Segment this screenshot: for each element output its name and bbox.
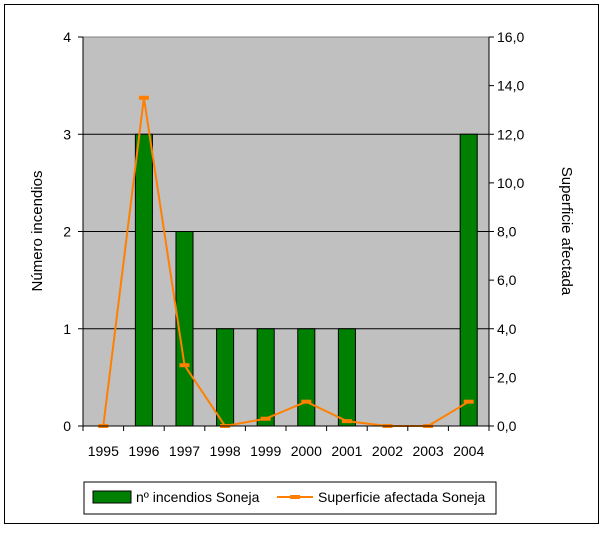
left-tick-label: 2	[63, 224, 71, 240]
legend-bar-swatch	[92, 490, 132, 504]
bar	[134, 133, 153, 427]
right-tick-label: 16,0	[497, 29, 524, 45]
legend-bar-label: nº incendios Soneja	[136, 489, 260, 505]
x-tick-label: 2002	[372, 443, 403, 459]
line-point	[260, 416, 271, 421]
x-tick-label: 2000	[291, 443, 322, 459]
line-point	[463, 399, 474, 404]
legend-line-marker	[290, 495, 300, 499]
left-tick-label: 0	[63, 418, 71, 434]
line-point	[179, 363, 190, 368]
right-tick-label: 0,0	[497, 418, 517, 434]
right-tick-label: 4,0	[497, 321, 517, 337]
x-tick-label: 2001	[331, 443, 362, 459]
bar-series	[134, 133, 478, 427]
bar	[216, 328, 235, 427]
right-tick-label: 12,0	[497, 126, 524, 142]
x-tick-label: 1995	[88, 443, 119, 459]
left-tick-label: 4	[63, 29, 71, 45]
legend-line-label: Superficie afectada Soneja	[318, 489, 486, 505]
left-tick-label: 3	[63, 126, 71, 142]
line-point	[301, 399, 312, 404]
y2-axis-title: Superficie afectada	[558, 167, 575, 296]
right-tick-label: 2,0	[497, 369, 517, 385]
bar	[459, 133, 478, 427]
left-tick-label: 1	[63, 321, 71, 337]
right-tick-label: 6,0	[497, 272, 517, 288]
right-axis-ticks: 0,0 2,0 4,0 6,0 8,0 10,0 12,0 14,0 16,0	[489, 29, 524, 434]
right-tick-label: 8,0	[497, 224, 517, 240]
left-axis-ticks: 0 1 2 3 4	[63, 29, 83, 434]
x-tick-label: 1999	[250, 443, 281, 459]
right-tick-label: 10,0	[497, 175, 524, 191]
x-tick-label: 2004	[453, 443, 484, 459]
bar	[337, 328, 356, 427]
x-tick-label: 2003	[413, 443, 444, 459]
x-axis-ticks: 1995 1996 1997 1998 1999 2000 2001 2002 2003 2004	[82, 426, 490, 459]
y-axis-title: Número incendios	[29, 171, 46, 292]
line-point	[341, 419, 352, 424]
right-tick-label: 14,0	[497, 78, 524, 94]
bar	[256, 328, 275, 427]
line-point	[138, 95, 149, 100]
bar	[297, 328, 316, 427]
legend: nº incendios Soneja Superficie afectada …	[83, 481, 497, 515]
x-tick-label: 1996	[128, 443, 159, 459]
x-tick-label: 1998	[210, 443, 241, 459]
x-tick-label: 1997	[169, 443, 200, 459]
